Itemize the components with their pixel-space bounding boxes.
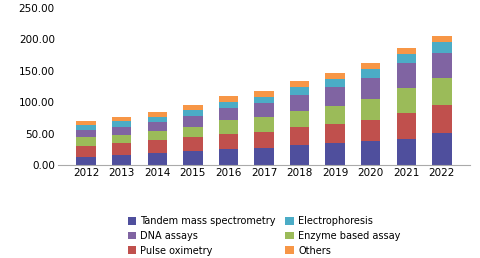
Bar	[183, 151, 203, 165]
Bar	[254, 148, 274, 165]
Bar	[396, 54, 416, 63]
Bar	[361, 120, 381, 141]
Bar	[183, 127, 203, 138]
Bar	[254, 132, 274, 148]
Bar	[183, 105, 203, 110]
Bar	[254, 91, 274, 96]
Bar	[254, 96, 274, 103]
Bar	[147, 152, 167, 165]
Bar	[219, 134, 238, 149]
Bar	[254, 117, 274, 132]
Bar	[147, 131, 167, 140]
Bar	[432, 36, 452, 42]
Bar	[361, 69, 381, 78]
Bar	[290, 145, 309, 165]
Bar	[290, 95, 309, 111]
Bar	[325, 124, 345, 143]
Bar	[325, 87, 345, 106]
Bar	[219, 108, 238, 120]
Bar	[254, 103, 274, 117]
Bar	[183, 138, 203, 151]
Bar	[396, 139, 416, 165]
Bar	[325, 106, 345, 124]
Bar	[290, 87, 309, 95]
Bar	[290, 81, 309, 87]
Bar	[112, 155, 132, 165]
Bar	[147, 117, 167, 122]
Bar	[432, 42, 452, 53]
Bar	[396, 114, 416, 139]
Bar	[432, 78, 452, 105]
Bar	[147, 122, 167, 131]
Bar	[76, 130, 96, 138]
Bar	[183, 116, 203, 127]
Bar	[219, 96, 238, 102]
Bar	[432, 53, 452, 78]
Bar	[219, 102, 238, 108]
Bar	[290, 111, 309, 127]
Bar	[396, 63, 416, 88]
Bar	[112, 127, 132, 135]
Bar	[290, 127, 309, 145]
Bar	[76, 138, 96, 146]
Bar	[361, 99, 381, 120]
Bar	[396, 88, 416, 114]
Bar	[325, 143, 345, 165]
Bar	[76, 121, 96, 125]
Bar	[361, 78, 381, 99]
Bar	[112, 135, 132, 143]
Bar	[432, 133, 452, 165]
Bar	[219, 149, 238, 165]
Bar	[219, 120, 238, 134]
Bar	[361, 141, 381, 165]
Bar	[396, 48, 416, 54]
Bar	[76, 146, 96, 157]
Bar	[325, 79, 345, 87]
Bar	[76, 125, 96, 130]
Bar	[76, 157, 96, 165]
Bar	[183, 110, 203, 116]
Bar	[112, 143, 132, 155]
Legend: Tandem mass spectrometry, DNA assays, Pulse oximetry, Electrophoresis, Enzyme ba: Tandem mass spectrometry, DNA assays, Pu…	[126, 214, 402, 258]
Bar	[432, 105, 452, 133]
Bar	[325, 73, 345, 79]
Bar	[112, 121, 132, 127]
Bar	[147, 112, 167, 117]
Bar	[112, 117, 132, 121]
Bar	[361, 63, 381, 69]
Bar	[147, 140, 167, 152]
